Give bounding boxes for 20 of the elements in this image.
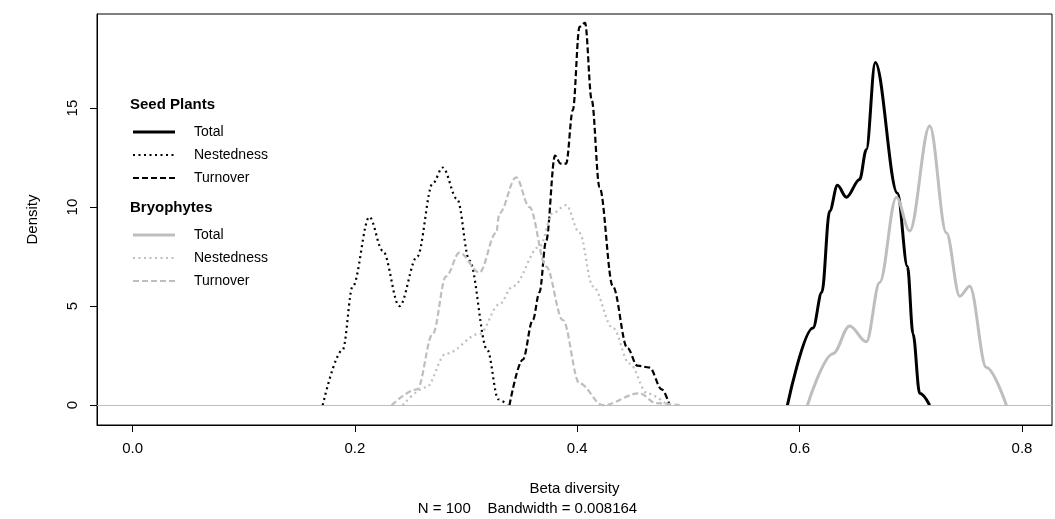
legend-label: Nestedness	[194, 249, 268, 265]
y-tick-label: 0	[63, 401, 80, 410]
x-axis-title: Beta diversity	[529, 479, 621, 496]
x-tick-label: 0.2	[344, 439, 366, 456]
y-tick-label: 10	[63, 198, 80, 216]
x-tick-label: 0.6	[789, 439, 811, 456]
legend-label: Turnover	[194, 272, 250, 288]
legend-label: Turnover	[194, 169, 250, 185]
legend-label: Nestedness	[194, 146, 268, 162]
x-tick-label: 0.4	[566, 439, 588, 456]
annotation: Seed Plants	[130, 95, 216, 112]
y-tick-label: 5	[63, 301, 80, 311]
y-tick-label: 15	[63, 99, 80, 117]
y-axis-title: Density	[23, 194, 40, 245]
legend-label: Total	[194, 226, 224, 242]
text: N = 100 Bandwidth = 0.008164	[417, 499, 638, 516]
x-tick-label: 0.0	[122, 439, 144, 456]
legend-label: Total	[194, 123, 224, 139]
annotation: Bryophytes	[130, 198, 213, 215]
x-tick-label: 0.8	[1011, 439, 1033, 456]
